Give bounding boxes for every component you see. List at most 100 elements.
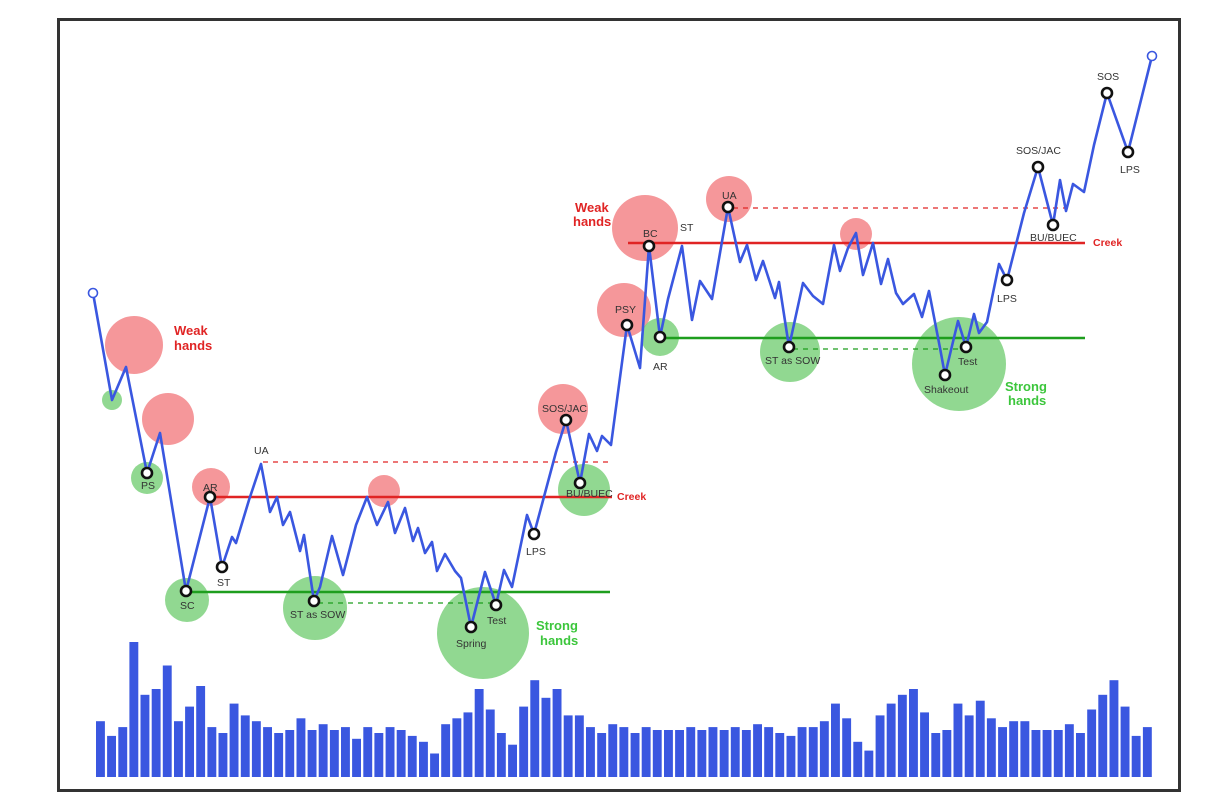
volume-bar-20 <box>318 724 328 777</box>
label-ar-1: AR <box>203 482 218 494</box>
event-point-13 <box>721 200 735 214</box>
volume-bar-82 <box>1009 721 1019 777</box>
volume-bar-46 <box>608 724 618 777</box>
volume-bar-93 <box>1131 735 1141 777</box>
price-end-marker <box>1146 50 1158 62</box>
chart-frame <box>57 18 1181 792</box>
event-point-19 <box>1046 218 1060 232</box>
event-point-16 <box>959 340 973 354</box>
volume-bar-34 <box>474 689 484 777</box>
label-ua-1: UA <box>254 445 269 457</box>
volume-bar-4 <box>140 694 150 777</box>
strong-hands-label-1b: hands <box>540 633 578 648</box>
label-st-as-sow-2: ST as SOW <box>765 355 820 367</box>
event-point-2 <box>203 490 217 504</box>
creek-label-2: Creek <box>1093 237 1122 249</box>
price-line <box>91 55 1154 629</box>
strong-hands-circle-6 <box>283 576 347 640</box>
label-spring: Spring <box>456 638 487 650</box>
event-point-1 <box>179 584 193 598</box>
volume-bar-83 <box>1020 721 1030 777</box>
event-point-12 <box>653 330 667 344</box>
event-point-6 <box>489 598 503 612</box>
strong-hands-circle-10 <box>558 464 610 516</box>
volume-bar-31 <box>441 724 451 777</box>
volume-bar-8 <box>185 706 194 777</box>
event-point-21 <box>1121 145 1135 159</box>
event-point-7 <box>527 527 541 541</box>
volume-bar-22 <box>341 727 350 777</box>
volume-bar-36 <box>496 733 506 777</box>
volume-bar-63 <box>797 727 807 777</box>
volume-bar-66 <box>831 703 840 777</box>
volume-bar-60 <box>764 727 774 777</box>
event-point-4 <box>307 594 321 608</box>
volume-bar-62 <box>786 735 796 777</box>
volume-bar-6 <box>162 665 172 777</box>
volume-bar-87 <box>1064 724 1074 777</box>
label-ps: PS <box>141 480 155 492</box>
volume-bar-91 <box>1109 680 1119 777</box>
weak-hands-circle-7 <box>368 475 400 507</box>
weak-hands-circle-12 <box>612 195 678 261</box>
volume-bar-49 <box>641 727 651 777</box>
label-sos-jac-2: SOS/JAC <box>1016 145 1061 157</box>
volume-bar-84 <box>1031 730 1041 777</box>
volume-bar-19 <box>307 730 317 777</box>
volume-bar-61 <box>775 733 785 777</box>
event-point-3 <box>215 560 229 574</box>
volume-bar-26 <box>385 727 395 777</box>
label-st-1: ST <box>217 577 231 589</box>
event-point-9 <box>573 476 587 490</box>
volume-bar-45 <box>597 733 607 777</box>
volume-bar-72 <box>897 694 907 777</box>
strong-hands-circle-5 <box>165 578 209 622</box>
volume-bar-76 <box>942 730 952 777</box>
volume-bar-33 <box>463 712 473 777</box>
volume-bar-41 <box>552 689 562 777</box>
label-bu-buec-1: BU/BUEC <box>566 488 613 500</box>
event-point-20 <box>1100 86 1114 100</box>
volume-bar-52 <box>675 730 684 777</box>
volume-bar-30 <box>430 753 439 777</box>
volume-bar-71 <box>886 703 896 777</box>
volume-bar-10 <box>207 727 217 777</box>
volume-bar-9 <box>196 686 206 777</box>
volume-bar-65 <box>819 721 829 777</box>
label-bc: BC <box>643 228 658 240</box>
label-sc: SC <box>180 600 195 612</box>
volume-bar-54 <box>697 730 707 777</box>
volume-bar-43 <box>574 715 584 777</box>
volume-bar-73 <box>909 689 918 777</box>
volume-bar-23 <box>352 738 361 777</box>
label-ua-2: UA <box>722 190 737 202</box>
volume-bar-56 <box>719 730 729 777</box>
volume-bar-42 <box>563 715 573 777</box>
label-psy: PSY <box>615 304 636 316</box>
weak-hands-circle-0 <box>105 316 163 374</box>
volume-bar-50 <box>652 730 662 777</box>
volume-bar-53 <box>686 727 696 777</box>
volume-bar-17 <box>285 730 295 777</box>
event-point-15 <box>938 368 952 382</box>
label-lps-3: LPS <box>1120 164 1140 176</box>
volume-bar-70 <box>875 715 885 777</box>
volume-bar-77 <box>953 703 963 777</box>
volume-bar-75 <box>931 733 941 777</box>
event-point-18 <box>1031 160 1045 174</box>
weak-hands-label-1: Weak <box>174 323 208 338</box>
volume-bar-21 <box>329 730 339 777</box>
label-test-1: Test <box>487 615 506 627</box>
volume-bar-92 <box>1120 706 1130 777</box>
label-st-2: ST <box>680 222 694 234</box>
volume-bar-14 <box>251 721 261 777</box>
volume-bar-12 <box>229 703 239 777</box>
weak-hands-circle-9 <box>538 384 588 434</box>
volume-bar-58 <box>741 730 751 777</box>
volume-bar-48 <box>630 733 640 777</box>
volume-bar-1 <box>107 735 116 777</box>
event-point-11 <box>642 239 656 253</box>
volume-bar-64 <box>808 727 818 777</box>
weak-hands-label-2: Weak <box>575 200 609 215</box>
volume-bar-68 <box>853 741 863 777</box>
